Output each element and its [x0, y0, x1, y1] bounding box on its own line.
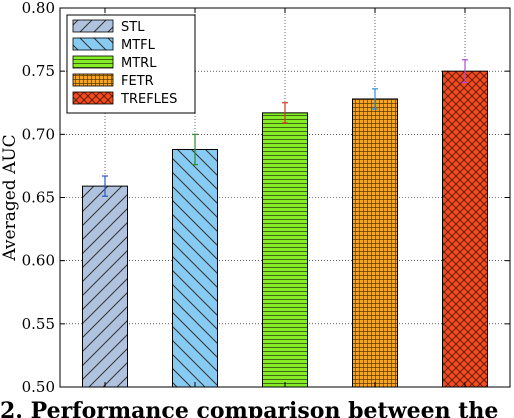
- legend-label-trefles: TREFLES: [120, 92, 177, 107]
- legend-swatch-mtfl: [72, 37, 114, 51]
- y-tick-label: 0.75: [22, 62, 55, 80]
- y-tick-label: 0.60: [22, 252, 55, 270]
- legend-swatch-fetr: [72, 73, 114, 87]
- bar-trefles: [442, 70, 488, 388]
- legend-swatch-mtrl: [72, 55, 114, 69]
- y-tick-label: 0.70: [22, 125, 55, 143]
- bars: [82, 59, 488, 388]
- y-axis-label: Averaged AUC: [0, 134, 20, 261]
- y-tick-label: 0.80: [22, 0, 55, 17]
- y-tick-label: 0.50: [22, 378, 55, 396]
- figure-caption: 2. Performance comparison between the: [0, 400, 499, 418]
- bar-chart: 0.50 0.55 0.60 0.65 0.70 0.75 0.80 Averaged AU…: [0, 0, 511, 396]
- bar-mtrl: [262, 112, 308, 388]
- legend-swatch-trefles: [72, 91, 114, 105]
- legend-label-stl: STL: [121, 20, 145, 35]
- legend-label-fetr: FETR: [121, 74, 154, 89]
- bar-fetr: [352, 98, 398, 388]
- legend-swatch-stl: [72, 19, 114, 33]
- legend-label-mtfl: MTFL: [121, 38, 156, 53]
- legend-label-mtrl: MTRL: [121, 56, 157, 71]
- bar-mtfl: [172, 148, 218, 388]
- y-tick-label: 0.65: [22, 189, 55, 207]
- y-axis-ticks: 0.50 0.55 0.60 0.65 0.70 0.75 0.80: [22, 0, 510, 396]
- bar-stl: [82, 185, 128, 388]
- y-tick-label: 0.55: [22, 315, 55, 333]
- legend: STL MTFL MTRL FETR TREFLES: [66, 14, 196, 114]
